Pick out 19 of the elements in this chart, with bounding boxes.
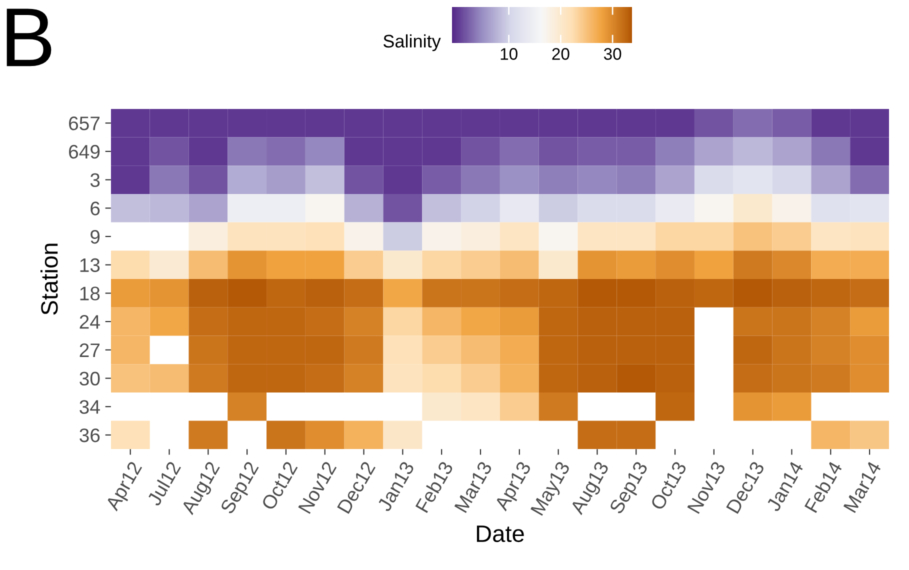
y-tick-label: 30: [80, 372, 100, 386]
color-bar-label: 10: [500, 48, 518, 60]
y-tick-label: 27: [80, 343, 100, 357]
y-tick-label: 36: [80, 428, 100, 442]
color-bar-label: 30: [604, 48, 622, 60]
y-tick-label: 34: [80, 400, 100, 414]
y-tick-label: 24: [80, 315, 100, 329]
y-axis-title: Station: [40, 244, 58, 315]
color-bar-title: Salinity: [383, 34, 441, 52]
y-tick-label: 649: [69, 144, 100, 159]
chart-title: B: [6, 8, 52, 66]
y-tick-label: 3: [90, 173, 100, 187]
y-tick-label: 18: [80, 286, 100, 300]
y-tick-label: 9: [90, 230, 100, 244]
y-tick-label: 657: [69, 116, 100, 130]
color-bar-label: 20: [552, 48, 570, 60]
y-tick-label: 6: [90, 202, 100, 216]
x-axis-title: Date: [476, 526, 524, 542]
y-tick-label: 13: [80, 258, 100, 272]
